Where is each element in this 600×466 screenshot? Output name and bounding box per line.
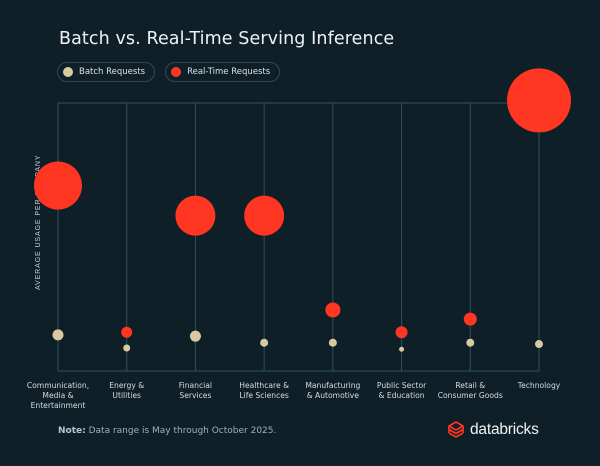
brand-name: databricks [470, 421, 539, 438]
legend-label-realtime: Real-Time Requests [187, 67, 271, 77]
legend-item-batch[interactable]: Batch Requests [57, 62, 156, 82]
batch-bubble [399, 346, 405, 352]
x-tick-label: Public Sector & Education [376, 381, 427, 401]
note-text: Data range is May through October 2025. [85, 426, 277, 436]
realtime-bubble [325, 302, 341, 318]
bubbles [34, 68, 571, 352]
realtime-bubble [121, 326, 133, 338]
realtime-bubble [395, 326, 408, 339]
batch-bubble [466, 338, 475, 347]
x-tick-label: Energy & Utilities [109, 381, 145, 401]
chart-title: Batch vs. Real-Time Serving Inference [59, 29, 395, 49]
batch-dot-icon [63, 67, 73, 77]
batch-bubble [52, 329, 64, 341]
brand-logo: databricks [446, 420, 539, 440]
batch-bubble [123, 344, 131, 352]
batch-bubble [535, 340, 543, 349]
realtime-bubble [244, 195, 285, 236]
legend: Batch Requests Real-Time Requests [57, 62, 281, 82]
footnote: Note: Data range is May through October … [58, 426, 276, 436]
realtime-dot-icon [171, 67, 182, 77]
realtime-bubble [463, 312, 477, 326]
realtime-bubble [34, 161, 82, 210]
realtime-bubble [507, 68, 571, 133]
realtime-bubble [175, 195, 216, 236]
legend-item-realtime[interactable]: Real-Time Requests [165, 62, 281, 82]
x-tick-label: Communication, Media & Entertainment [26, 381, 90, 411]
grid-lines [57, 102, 540, 372]
x-tick-label: Manufacturing & Automotive [305, 381, 361, 401]
x-tick-label: Healthcare & Life Sciences [239, 381, 289, 401]
databricks-logo-icon [448, 421, 464, 438]
batch-bubble [328, 338, 337, 347]
batch-bubble [260, 338, 269, 347]
x-tick-label: Financial Services [178, 381, 213, 401]
x-tick-label: Technology [517, 381, 561, 390]
note-label: Note: [58, 426, 86, 436]
legend-label-batch: Batch Requests [79, 67, 146, 77]
x-tick-label: Retail & Consumer Goods [437, 381, 503, 401]
batch-bubble [189, 330, 201, 342]
